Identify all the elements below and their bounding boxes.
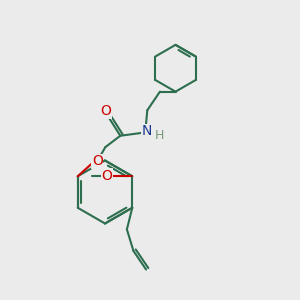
- Text: O: O: [100, 104, 111, 118]
- Text: N: N: [141, 124, 152, 138]
- Text: O: O: [101, 169, 112, 183]
- Text: O: O: [92, 154, 103, 168]
- Text: H: H: [154, 129, 164, 142]
